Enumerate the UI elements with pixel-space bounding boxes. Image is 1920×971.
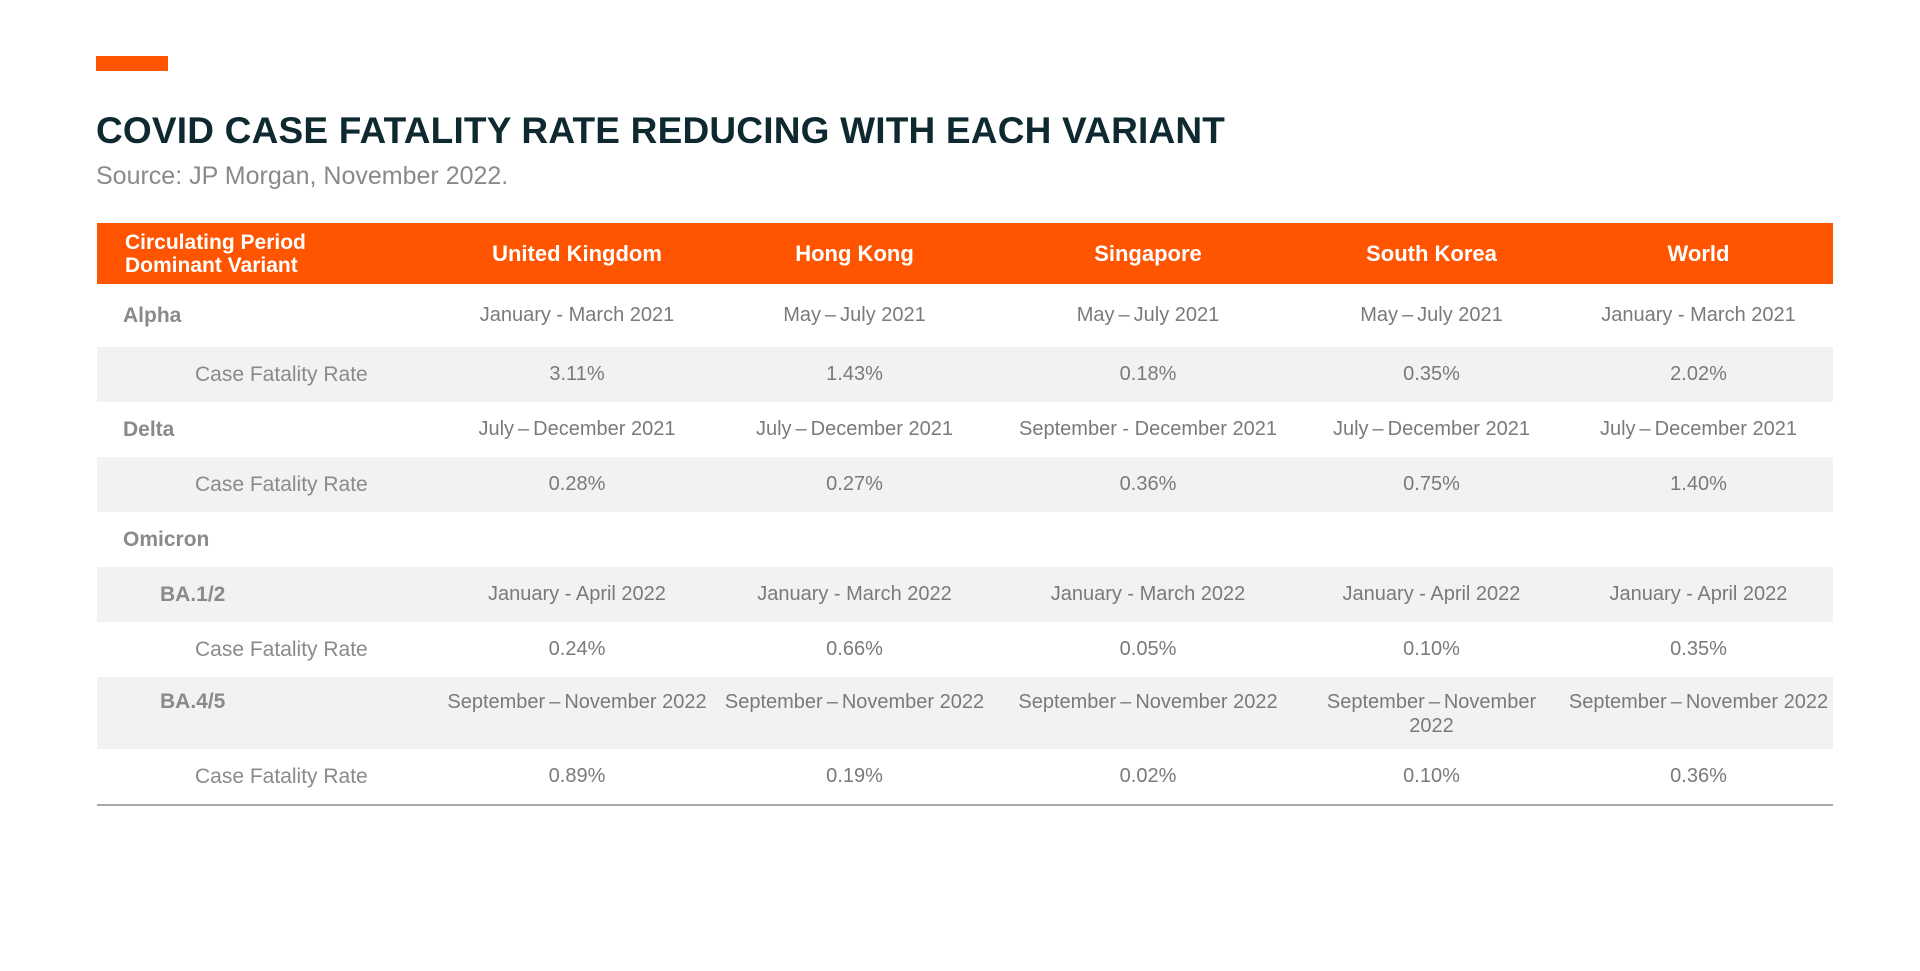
header-corner-line2: Dominant Variant: [125, 253, 298, 277]
table-row-ba12-cfr: Case Fatality Rate 0.24% 0.66% 0.05% 0.1…: [97, 622, 1833, 677]
table-cell: September – November 2022: [1326, 691, 1537, 737]
table-cell: 0.27%: [826, 473, 883, 495]
table-cell: [442, 512, 712, 567]
header-south-korea: South Korea: [1366, 240, 1497, 266]
table-cell: July – December 2021: [478, 418, 676, 440]
header-corner-line1: Circulating Period: [125, 230, 306, 254]
table-cell: 0.28%: [548, 473, 606, 495]
table-cell: 0.36%: [1670, 765, 1727, 787]
fatality-rate-table: Circulating Period Dominant Variant Unit…: [97, 223, 1833, 806]
table-cell: September – November 2022: [724, 691, 985, 713]
table-row-ba12: BA.1/2 January - April 2022 January - Ma…: [97, 567, 1833, 622]
table-cell: 0.75%: [1403, 473, 1460, 495]
table-cell: September – November 2022: [447, 691, 707, 713]
table-cell: January - April 2022: [488, 583, 666, 605]
table-cell: [1564, 512, 1833, 567]
table-cell: 0.18%: [1119, 363, 1177, 385]
table-cell: [997, 512, 1299, 567]
table-cell: January - March 2022: [757, 583, 952, 605]
table-row-omicron: Omicron: [97, 512, 1833, 567]
table-cell: 0.36%: [1119, 473, 1177, 495]
row-label: Case Fatality Rate: [195, 472, 368, 496]
table-cell: September – November 2022: [1568, 691, 1829, 713]
row-label: Case Fatality Rate: [195, 637, 368, 661]
table-cell: September - December 2021: [1019, 418, 1277, 440]
table-cell: May – July 2021: [1360, 304, 1503, 326]
table-cell: 1.40%: [1670, 473, 1727, 495]
table-cell: July – December 2021: [1599, 418, 1797, 440]
table-row-alpha-cfr: Case Fatality Rate 3.11% 1.43% 0.18% 0.3…: [97, 347, 1833, 402]
table-cell: January - April 2022: [1609, 583, 1788, 605]
table-cell: July – December 2021: [755, 418, 953, 440]
table-cell: [1299, 512, 1564, 567]
source-subtitle: Source: JP Morgan, November 2022.: [96, 162, 509, 190]
table-cell: 0.66%: [826, 638, 883, 660]
table-cell: 3.11%: [549, 363, 605, 385]
table-cell: 0.05%: [1119, 638, 1177, 660]
header-united-kingdom: United Kingdom: [492, 240, 662, 266]
table-cell: 0.35%: [1670, 638, 1727, 660]
row-label: Alpha: [123, 303, 182, 327]
table-cell: January - April 2022: [1342, 583, 1521, 605]
header-singapore: Singapore: [1094, 240, 1202, 266]
table-row-alpha: Alpha January - March 2021 May – July 20…: [97, 284, 1833, 347]
row-label: Case Fatality Rate: [195, 362, 368, 386]
table-cell: January - March 2021: [1601, 304, 1796, 326]
table-cell: 0.10%: [1403, 638, 1460, 660]
table-cell: 0.24%: [548, 638, 606, 660]
table-cell: July – December 2021: [1332, 418, 1530, 440]
table-row-ba45: BA.4/5 September – November 2022 Septemb…: [97, 677, 1833, 749]
header-hong-kong: Hong Kong: [795, 240, 914, 266]
row-label: Omicron: [123, 527, 210, 551]
table-cell: [712, 512, 997, 567]
table-cell: 0.10%: [1403, 765, 1460, 787]
table-cell: 0.35%: [1403, 363, 1460, 385]
row-label: Delta: [123, 417, 175, 441]
table-cell: 0.89%: [548, 765, 606, 787]
row-label: BA.4/5: [160, 690, 226, 713]
table-cell: 0.02%: [1119, 765, 1177, 787]
header-corner: Circulating Period Dominant Variant: [97, 223, 442, 284]
table-row-delta: Delta July – December 2021 July – Decemb…: [97, 402, 1833, 457]
table-cell: May – July 2021: [1076, 304, 1220, 326]
table-header-row: Circulating Period Dominant Variant Unit…: [97, 223, 1833, 284]
page-title: COVID CASE FATALITY RATE REDUCING WITH E…: [96, 110, 1226, 151]
table-cell: September – November 2022: [1018, 691, 1278, 713]
table-row-ba45-cfr: Case Fatality Rate 0.89% 0.19% 0.02% 0.1…: [97, 749, 1833, 805]
row-label: Case Fatality Rate: [195, 764, 368, 788]
table-cell: January - March 2021: [479, 304, 675, 326]
table-cell: 0.19%: [826, 765, 883, 787]
header-world: World: [1667, 240, 1730, 266]
accent-bar: [96, 56, 168, 71]
table-cell: January - March 2022: [1050, 583, 1246, 605]
row-label: BA.1/2: [160, 582, 226, 606]
table-cell: 1.43%: [826, 363, 883, 385]
table-cell: 2.02%: [1670, 363, 1727, 385]
table-cell: May – July 2021: [783, 304, 926, 326]
table-row-delta-cfr: Case Fatality Rate 0.28% 0.27% 0.36% 0.7…: [97, 457, 1833, 512]
